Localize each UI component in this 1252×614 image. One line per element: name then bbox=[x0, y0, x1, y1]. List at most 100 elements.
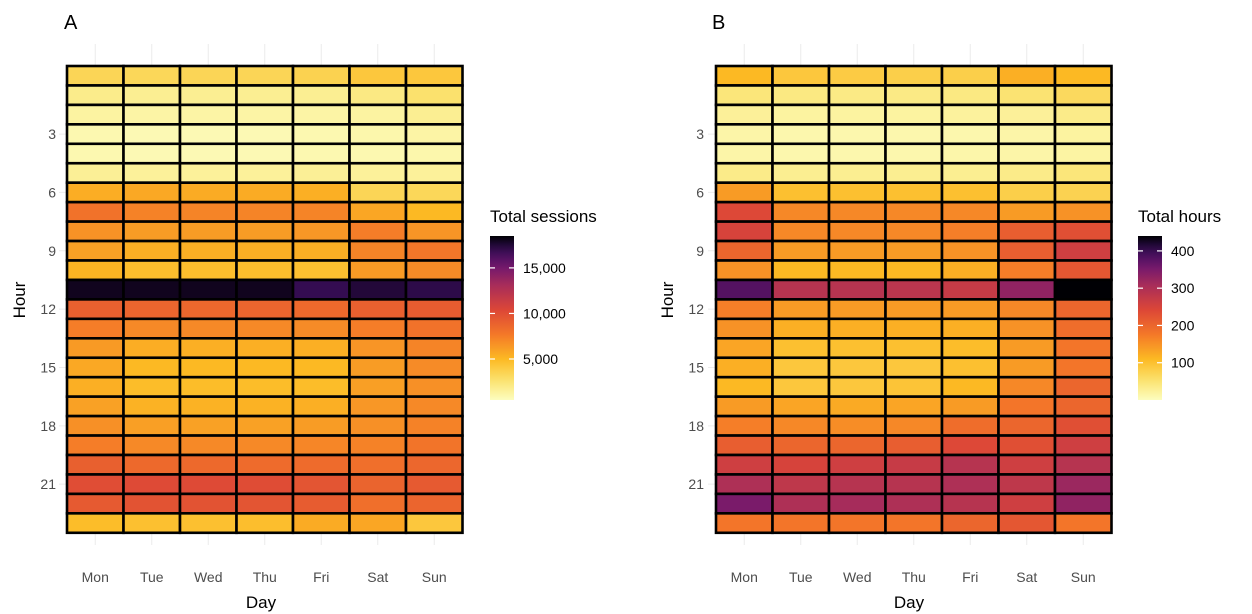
heatmap-cell bbox=[404, 434, 464, 457]
heatmap-cell bbox=[122, 278, 182, 301]
heatmap-cell bbox=[940, 84, 1000, 107]
heatmap-cell bbox=[1053, 473, 1113, 496]
heatmap-cell bbox=[404, 103, 464, 126]
legend-tick-label: 15,000 bbox=[523, 260, 566, 276]
heatmap-cell bbox=[122, 239, 182, 262]
y-tick-label: 12 bbox=[688, 301, 704, 317]
heatmap-cell bbox=[291, 142, 351, 165]
heatmap-cell bbox=[348, 453, 408, 476]
heatmap-cell bbox=[65, 395, 125, 418]
heatmap-cell bbox=[348, 200, 408, 223]
heatmap-cell bbox=[65, 142, 125, 165]
heatmap-cell bbox=[884, 278, 944, 301]
heatmap-cell bbox=[714, 220, 774, 243]
heatmap-cell bbox=[404, 200, 464, 223]
heatmap-cell bbox=[235, 64, 295, 87]
heatmap-cell bbox=[235, 220, 295, 243]
heatmap-cell bbox=[65, 200, 125, 223]
panel-b-y-axis-title: Hour bbox=[658, 281, 677, 318]
heatmap-cell bbox=[997, 64, 1057, 87]
heatmap-cell bbox=[291, 220, 351, 243]
heatmap-cell bbox=[65, 473, 125, 496]
heatmap-cell bbox=[827, 142, 887, 165]
heatmap-cell bbox=[940, 123, 1000, 146]
heatmap-cell bbox=[178, 200, 238, 223]
heatmap-cell bbox=[122, 512, 182, 535]
heatmap-cell bbox=[404, 278, 464, 301]
heatmap-cell bbox=[65, 259, 125, 282]
heatmap-cell bbox=[348, 414, 408, 437]
heatmap-cell bbox=[1053, 453, 1113, 476]
heatmap-cell bbox=[65, 103, 125, 126]
heatmap-cell bbox=[348, 142, 408, 165]
heatmap-cell bbox=[940, 395, 1000, 418]
heatmap-cell bbox=[827, 200, 887, 223]
heatmap-cell bbox=[1053, 336, 1113, 360]
heatmap-cell bbox=[771, 64, 831, 87]
heatmap-cell bbox=[235, 103, 295, 126]
heatmap-cell bbox=[291, 317, 351, 340]
heatmap-cell bbox=[178, 453, 238, 476]
heatmap-cell bbox=[348, 512, 408, 535]
heatmap-cell bbox=[235, 84, 295, 107]
heatmap-cell bbox=[178, 492, 238, 515]
y-tick-label: 21 bbox=[688, 476, 704, 492]
heatmap-cell bbox=[178, 317, 238, 340]
heatmap-cell bbox=[291, 181, 351, 204]
heatmap-cell bbox=[714, 200, 774, 223]
x-tick-label: Thu bbox=[253, 569, 277, 585]
heatmap-cell bbox=[65, 512, 125, 535]
heatmap-cell bbox=[235, 453, 295, 476]
heatmap-cell bbox=[404, 395, 464, 418]
heatmap-cell bbox=[884, 317, 944, 340]
heatmap-cell bbox=[714, 395, 774, 418]
y-tick-label: 12 bbox=[40, 301, 56, 317]
heatmap-cell bbox=[1053, 220, 1113, 243]
heatmap-cell bbox=[235, 298, 295, 321]
heatmap-cell bbox=[404, 161, 464, 185]
heatmap-cell bbox=[997, 375, 1057, 398]
heatmap-cell bbox=[1053, 414, 1113, 437]
panel-a-legend: Total sessions 5,000 10,000 15,000 bbox=[490, 207, 597, 400]
x-tick-label: Thu bbox=[902, 569, 926, 585]
heatmap-cell bbox=[1053, 512, 1113, 535]
heatmap-cell bbox=[940, 64, 1000, 87]
heatmap-cell bbox=[827, 103, 887, 126]
heatmap-cell bbox=[404, 317, 464, 340]
heatmap-cell bbox=[291, 239, 351, 262]
heatmap-cell bbox=[714, 473, 774, 496]
heatmap-cell bbox=[827, 512, 887, 535]
legend-tick-label: 200 bbox=[1171, 317, 1195, 333]
heatmap-cell bbox=[291, 200, 351, 223]
heatmap-cell bbox=[235, 375, 295, 398]
heatmap-cell bbox=[884, 473, 944, 496]
heatmap-cell bbox=[771, 298, 831, 321]
heatmap-cell bbox=[235, 161, 295, 185]
y-tick-label: 9 bbox=[696, 243, 704, 259]
heatmap-cell bbox=[714, 512, 774, 535]
heatmap-cell bbox=[1053, 298, 1113, 321]
heatmap-cell bbox=[940, 278, 1000, 301]
heatmap-cell bbox=[122, 395, 182, 418]
heatmap-cell bbox=[771, 239, 831, 262]
heatmap-cell bbox=[940, 356, 1000, 379]
heatmap-cell bbox=[940, 414, 1000, 437]
heatmap-cell bbox=[714, 64, 774, 87]
heatmap-cell bbox=[714, 123, 774, 146]
heatmap-cell bbox=[122, 181, 182, 204]
panel-a-cells bbox=[65, 64, 464, 535]
heatmap-cell bbox=[940, 259, 1000, 282]
panel-a-legend-title: Total sessions bbox=[490, 207, 597, 226]
heatmap-cell bbox=[404, 142, 464, 165]
heatmap-cell bbox=[714, 336, 774, 360]
y-tick-label: 6 bbox=[48, 184, 56, 200]
heatmap-cell bbox=[997, 103, 1057, 126]
heatmap-cell bbox=[235, 142, 295, 165]
heatmap-cell bbox=[884, 142, 944, 165]
heatmap-cell bbox=[122, 220, 182, 243]
heatmap-cell bbox=[997, 434, 1057, 457]
heatmap-cell bbox=[122, 492, 182, 515]
heatmap-cell bbox=[348, 239, 408, 262]
heatmap-cell bbox=[291, 512, 351, 535]
heatmap-cell bbox=[65, 239, 125, 262]
